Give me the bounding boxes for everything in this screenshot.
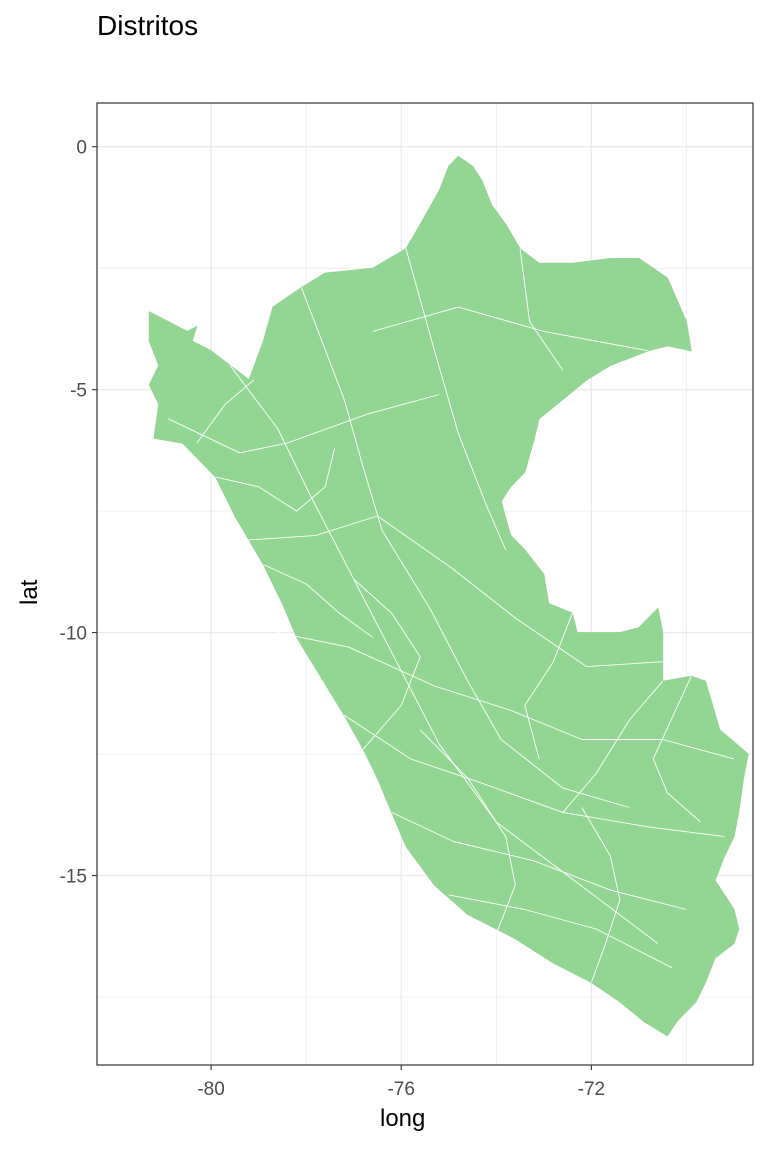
district-border xyxy=(244,515,663,668)
y-tick-label: 0 xyxy=(76,138,87,159)
district-border xyxy=(524,613,573,760)
district-border xyxy=(419,729,516,934)
chart-title: Distritos xyxy=(97,10,199,41)
district-border xyxy=(652,676,701,823)
district-border xyxy=(343,714,725,838)
x-tick-label: -80 xyxy=(197,1079,224,1100)
district-border xyxy=(277,632,735,760)
y-tick-label: -15 xyxy=(60,867,87,888)
x-tick-label: -72 xyxy=(578,1079,605,1100)
district-border xyxy=(448,894,673,969)
y-tick-label: -5 xyxy=(70,381,87,402)
district-border xyxy=(353,578,421,750)
panel-border xyxy=(96,102,754,1066)
district-border xyxy=(263,564,373,638)
district-border xyxy=(372,306,649,352)
district-border xyxy=(519,248,564,371)
district-border xyxy=(581,807,621,983)
district-border xyxy=(168,394,440,454)
district-border xyxy=(196,379,255,444)
district-border xyxy=(215,447,336,512)
x-tick-label: -76 xyxy=(387,1079,414,1100)
y-tick-label: -10 xyxy=(60,624,87,645)
district-border xyxy=(300,287,630,808)
district-border xyxy=(229,365,659,944)
x-axis-label: long xyxy=(380,1105,426,1132)
axes: -80 -76 -72 0 -5 -10 -15 xyxy=(60,138,606,1100)
district-border xyxy=(391,811,687,910)
map-layer xyxy=(148,155,749,1037)
district-border xyxy=(562,680,664,813)
peru-map-fill xyxy=(148,155,749,1037)
